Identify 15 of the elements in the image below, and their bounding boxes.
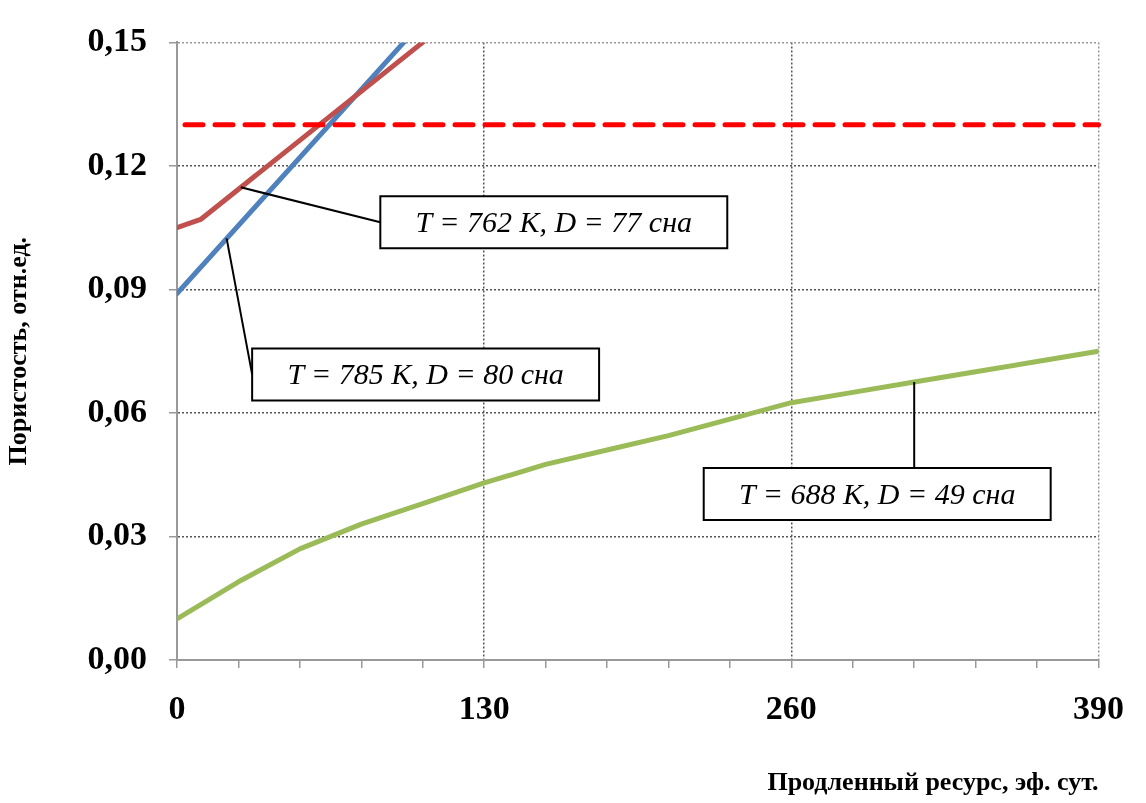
y-tick-label: 0,12 [87, 144, 147, 182]
annotation: T = 688 К, D = 49 сна [738, 476, 1016, 510]
x-axis-title: Продленный ресурс, эф. сут. [767, 767, 1099, 797]
y-axis-title: Пористость, отн.ед. [3, 236, 33, 466]
y-tick-label: 0,00 [87, 638, 147, 676]
y-tick-label: 0,09 [87, 268, 147, 306]
y-tick-label: 0,06 [87, 391, 147, 429]
x-tick-label: 130 [458, 689, 510, 727]
x-tick-label: 0 [168, 689, 186, 727]
y-tick-label: 0,03 [87, 515, 147, 553]
annotation: T = 785 К, D = 80 сна [287, 357, 564, 391]
x-tick-label: 390 [1073, 689, 1124, 727]
y-tick-label: 0,15 [87, 21, 147, 59]
x-tick-label: 260 [765, 689, 817, 727]
annotation: T = 762 К, D = 77 сна [415, 205, 693, 239]
